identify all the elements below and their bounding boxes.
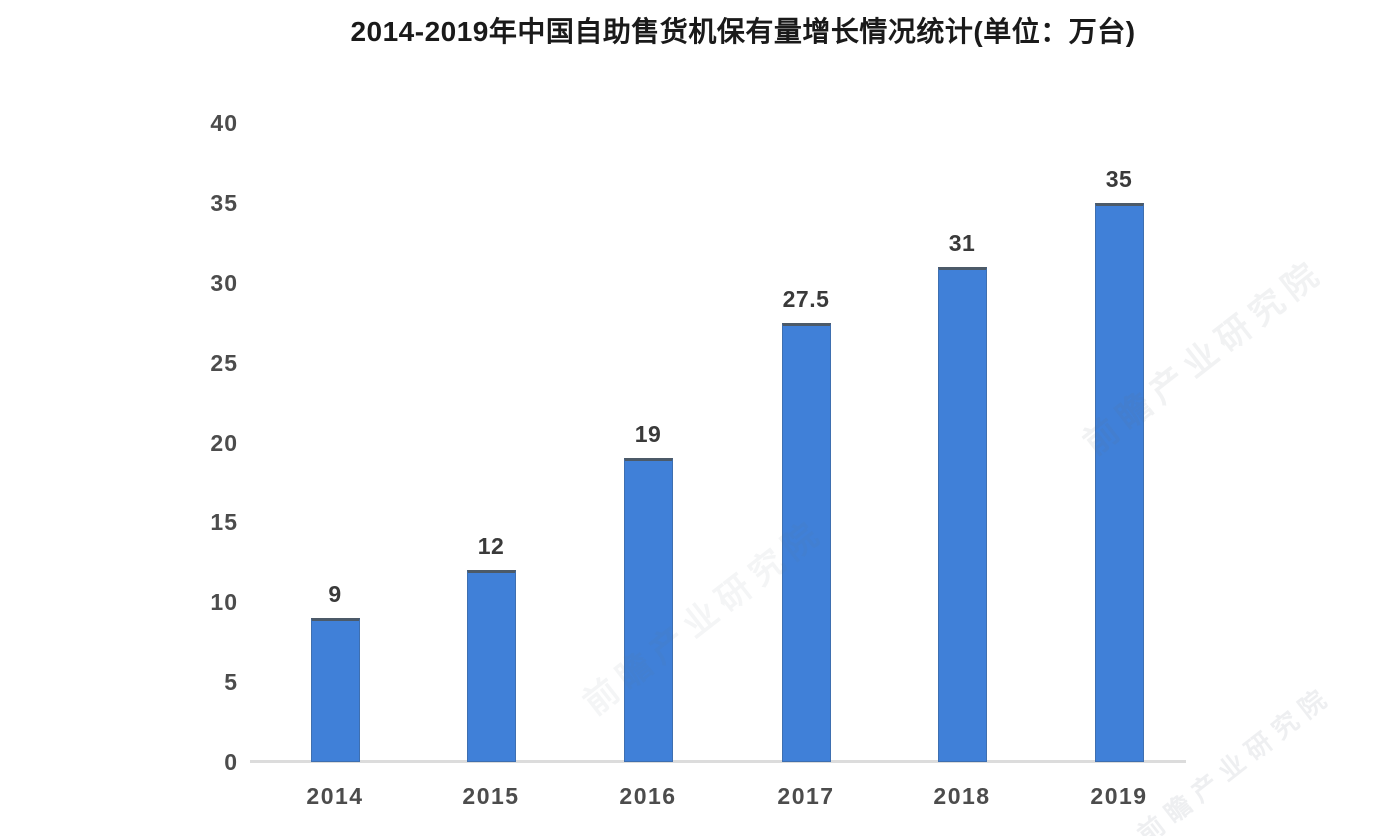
y-axis-tick-label: 15 — [210, 509, 238, 535]
chart-title: 2014-2019年中国自助售货机保有量增长情况统计(单位：万台) — [350, 16, 1136, 47]
watermark: 前瞻产业研究院 — [1131, 679, 1338, 836]
y-axis-tick-label: 25 — [210, 350, 238, 376]
bar — [467, 570, 516, 762]
x-axis-tick-label: 2015 — [462, 783, 520, 809]
bar — [624, 458, 673, 762]
y-axis-tick-label: 35 — [210, 190, 238, 216]
y-axis-tick-label: 10 — [210, 589, 238, 615]
bar-value-label: 35 — [1105, 166, 1133, 192]
bar — [1095, 203, 1144, 762]
x-axis-tick-label: 2017 — [777, 783, 835, 809]
y-axis-tick-label: 30 — [210, 270, 238, 296]
bar-value-label: 31 — [948, 230, 976, 256]
x-axis-tick-label: 2016 — [619, 783, 677, 809]
x-axis-tick-label: 2018 — [933, 783, 991, 809]
bar — [311, 618, 360, 762]
bar-value-label: 19 — [634, 421, 662, 447]
y-axis-tick-label: 40 — [210, 110, 238, 136]
y-axis-tick-label: 5 — [224, 669, 238, 695]
bar-value-label: 27.5 — [782, 286, 830, 312]
bar — [938, 267, 987, 762]
y-axis-tick-label: 0 — [224, 749, 238, 775]
bar — [782, 323, 831, 762]
bar-value-label: 12 — [477, 533, 505, 559]
y-axis-tick-label: 20 — [210, 430, 238, 456]
x-axis-tick-label: 2019 — [1090, 783, 1148, 809]
x-axis-tick-label: 2014 — [306, 783, 364, 809]
bar-value-label: 9 — [328, 581, 342, 607]
x-axis-line — [250, 760, 1186, 763]
